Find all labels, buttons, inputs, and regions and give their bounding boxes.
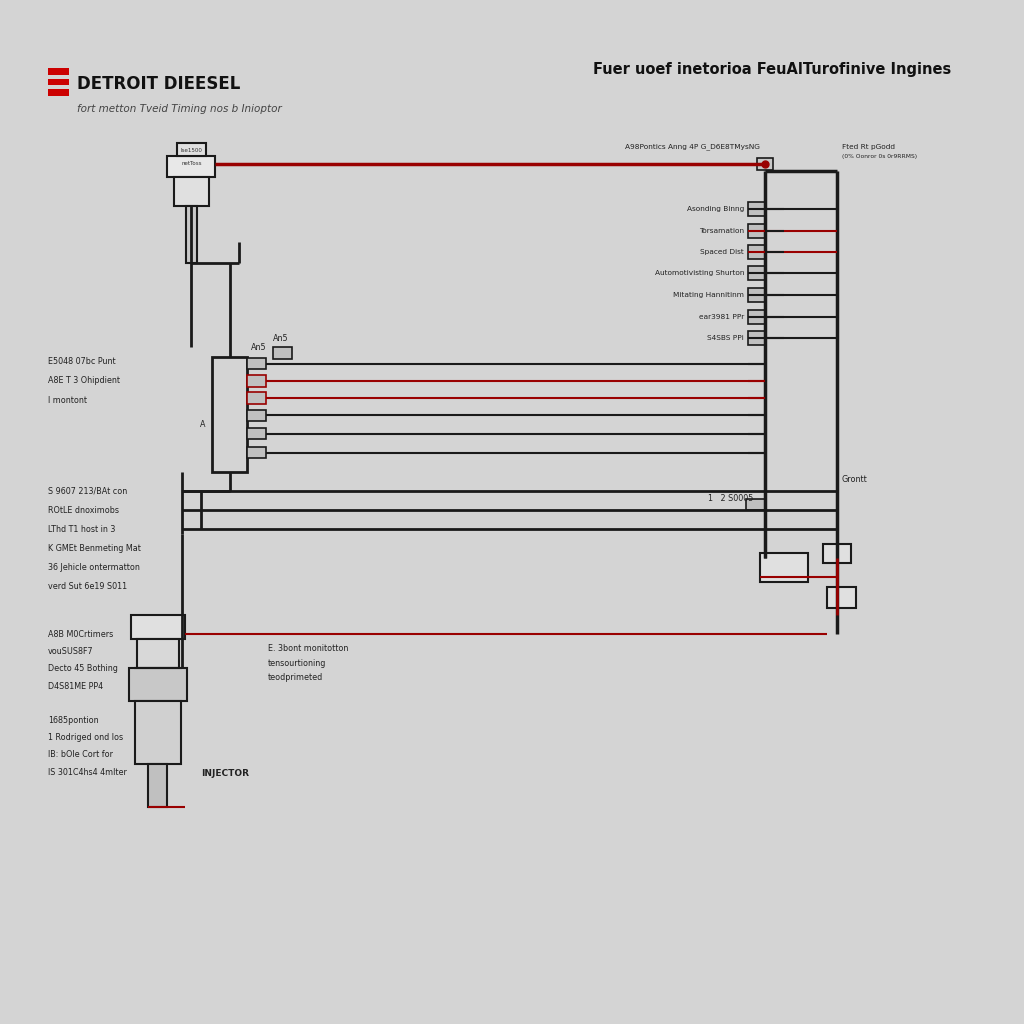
Text: DETROIT DIEESEL: DETROIT DIEESEL bbox=[77, 75, 240, 93]
Text: IS 301C4hs4 4mIter: IS 301C4hs4 4mIter bbox=[48, 768, 127, 776]
Bar bbox=[247, 358, 266, 370]
Text: ROtLE dnoximobs: ROtLE dnoximobs bbox=[48, 506, 119, 515]
Bar bbox=[48, 69, 69, 75]
Bar bbox=[174, 177, 209, 206]
Text: E. 3bont monitotton: E. 3bont monitotton bbox=[268, 644, 348, 653]
Text: verd Sut 6e19 S011: verd Sut 6e19 S011 bbox=[48, 582, 127, 591]
Text: 1685pontion: 1685pontion bbox=[48, 716, 98, 725]
Text: Ise1500: Ise1500 bbox=[180, 147, 202, 153]
Bar bbox=[748, 202, 765, 215]
Text: A98Pontics Anng 4P G_D6E8TMysNG: A98Pontics Anng 4P G_D6E8TMysNG bbox=[626, 142, 761, 150]
Text: Decto 45 Bothing: Decto 45 Bothing bbox=[48, 665, 118, 674]
Text: K GMEt Benmeting Mat: K GMEt Benmeting Mat bbox=[48, 544, 140, 553]
Bar bbox=[247, 446, 266, 459]
Text: Fuer uoef inetorioa FeuAlTurofinive Ingines: Fuer uoef inetorioa FeuAlTurofinive Ingi… bbox=[593, 62, 951, 78]
Text: 1   2 S0005: 1 2 S0005 bbox=[708, 495, 753, 503]
Bar bbox=[272, 347, 292, 359]
Text: E5048 07bc Punt: E5048 07bc Punt bbox=[48, 357, 116, 367]
Bar bbox=[748, 288, 765, 302]
Text: ear3981 PPr: ear3981 PPr bbox=[698, 314, 744, 319]
Text: A8B M0Crtimers: A8B M0Crtimers bbox=[48, 630, 113, 639]
Bar bbox=[177, 142, 206, 157]
Bar bbox=[212, 357, 247, 472]
Bar bbox=[748, 310, 765, 324]
Bar bbox=[748, 245, 765, 258]
Text: tensourtioning: tensourtioning bbox=[268, 658, 327, 668]
Text: (0% Oonror 0s 0r9RRMS): (0% Oonror 0s 0r9RRMS) bbox=[842, 154, 916, 159]
Text: A: A bbox=[200, 420, 206, 428]
Text: Grontt: Grontt bbox=[842, 475, 867, 484]
Bar bbox=[148, 764, 167, 807]
Text: fort metton Tveid Timing nos b Inioptor: fort metton Tveid Timing nos b Inioptor bbox=[77, 103, 282, 114]
Bar bbox=[761, 553, 808, 582]
Bar bbox=[247, 428, 266, 439]
Bar bbox=[137, 639, 179, 668]
Bar bbox=[129, 668, 186, 701]
Bar bbox=[822, 544, 851, 563]
Bar bbox=[758, 158, 773, 170]
Bar bbox=[185, 206, 197, 263]
Text: S 9607 213/BAt con: S 9607 213/BAt con bbox=[48, 486, 127, 496]
Text: Automotivisting Shurton: Automotivisting Shurton bbox=[654, 270, 744, 275]
Text: An5: An5 bbox=[251, 343, 266, 352]
Bar bbox=[748, 331, 765, 345]
Bar bbox=[746, 499, 765, 510]
Text: teodprimeted: teodprimeted bbox=[268, 673, 323, 682]
Bar bbox=[748, 224, 765, 238]
Text: 36 Jehicle ontermatton: 36 Jehicle ontermatton bbox=[48, 563, 139, 572]
Text: Spaced Dist: Spaced Dist bbox=[700, 249, 744, 255]
Text: INJECTOR: INJECTOR bbox=[201, 769, 249, 777]
Bar bbox=[827, 587, 856, 607]
Text: vouSUS8F7: vouSUS8F7 bbox=[48, 647, 93, 656]
Text: An5: An5 bbox=[272, 334, 288, 343]
Bar bbox=[247, 375, 266, 387]
Bar bbox=[748, 266, 765, 280]
Text: LThd T1 host in 3: LThd T1 host in 3 bbox=[48, 524, 115, 534]
Text: IB: bOle Cort for: IB: bOle Cort for bbox=[48, 751, 113, 760]
Text: S4SBS PPi: S4SBS PPi bbox=[708, 335, 744, 341]
Bar bbox=[135, 701, 181, 764]
Text: A8E T 3 Ohipdient: A8E T 3 Ohipdient bbox=[48, 377, 120, 385]
Bar bbox=[167, 157, 215, 177]
Text: Mitating Hannitinm: Mitating Hannitinm bbox=[673, 292, 744, 298]
Bar bbox=[247, 410, 266, 421]
Text: 1 Rodriged ond los: 1 Rodriged ond los bbox=[48, 733, 123, 742]
Text: Asonding Binng: Asonding Binng bbox=[687, 206, 744, 212]
Text: I montont: I montont bbox=[48, 395, 87, 404]
Text: D4S81ME PP4: D4S81ME PP4 bbox=[48, 682, 103, 690]
Text: netToss: netToss bbox=[181, 162, 202, 166]
Bar bbox=[247, 392, 266, 403]
Text: Torsamation: Torsamation bbox=[699, 227, 744, 233]
Bar bbox=[48, 79, 69, 85]
Bar bbox=[48, 89, 69, 96]
Bar bbox=[131, 615, 184, 639]
Text: Fted Rt pGodd: Fted Rt pGodd bbox=[842, 143, 895, 150]
